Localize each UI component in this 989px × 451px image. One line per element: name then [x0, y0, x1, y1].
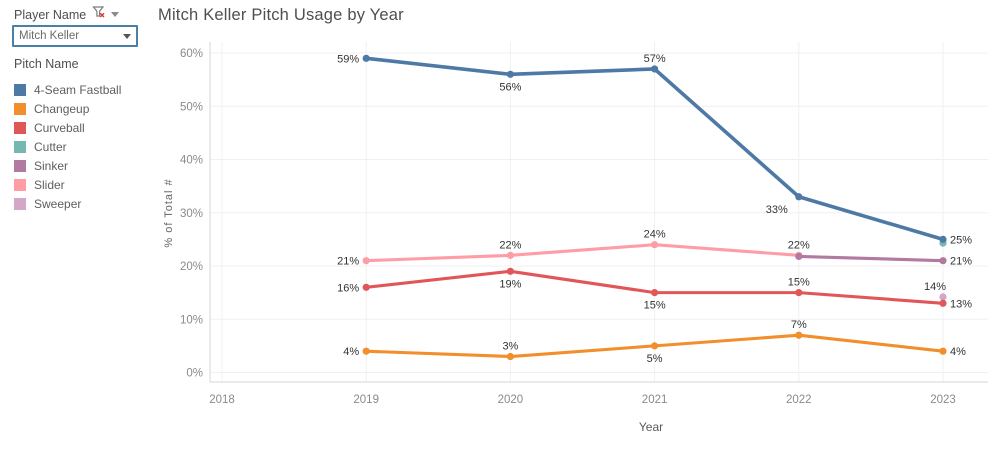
player-select-dropdown[interactable]: Mitch Keller — [12, 25, 138, 47]
y-tick-label: 10% — [180, 314, 203, 326]
legend-item-label: Sinker — [34, 159, 69, 173]
data-label: 5% — [647, 353, 663, 365]
data-label: 21% — [950, 256, 972, 268]
x-tick-label: 2019 — [353, 394, 379, 406]
data-label: 14% — [924, 281, 946, 293]
legend-swatch-icon — [14, 179, 26, 191]
data-label: 21% — [337, 256, 359, 268]
pitch-name-legend: Pitch Name 4-Seam Fastball Changeup Curv… — [14, 57, 150, 214]
legend-item-changeup[interactable]: Changeup — [14, 100, 150, 118]
y-tick-label: 20% — [180, 261, 203, 273]
data-point-curveball-2021[interactable] — [651, 289, 659, 297]
data-label: 24% — [644, 229, 666, 241]
player-name-filter: Player Name — [14, 5, 144, 24]
data-label: 22% — [788, 239, 810, 251]
filter-menu-caret-icon[interactable] — [111, 12, 120, 17]
x-tick-label: 2022 — [786, 394, 812, 406]
y-axis-title: % of Total # — [163, 178, 175, 247]
y-tick-label: 0% — [186, 368, 203, 380]
data-point-curveball-2020[interactable] — [506, 267, 514, 275]
data-label: 13% — [950, 298, 972, 310]
filter-exclude-icon[interactable] — [92, 5, 106, 24]
data-point-slider-2020[interactable] — [506, 251, 514, 259]
data-point-curveball-2022[interactable] — [795, 289, 803, 297]
side-panel: Player Name Mitch Keller Pitch Name 4-Se… — [0, 0, 150, 451]
data-point-sweeper-2023[interactable] — [939, 293, 947, 301]
series-line-sinker[interactable] — [797, 254, 945, 263]
data-label: 56% — [499, 81, 521, 93]
y-tick-label: 40% — [180, 155, 203, 167]
legend-swatch-icon — [14, 103, 26, 115]
legend-item-sinker[interactable]: Sinker — [14, 157, 150, 175]
filter-title: Player Name — [14, 7, 87, 22]
y-tick-label: 60% — [180, 48, 203, 60]
data-label: 4% — [343, 346, 359, 358]
x-tick-label: 2021 — [642, 394, 668, 406]
data-label: 7% — [791, 319, 807, 331]
data-point-curveball-2023[interactable] — [939, 299, 947, 307]
data-point-4-seam-fastball-2023[interactable] — [939, 235, 947, 243]
data-label: 15% — [788, 277, 810, 289]
player-select-value: Mitch Keller — [19, 30, 80, 42]
data-label: 16% — [337, 282, 359, 294]
data-label: 15% — [644, 300, 666, 312]
data-point-4-seam-fastball-2022[interactable] — [795, 193, 803, 201]
legend-item-sweeper[interactable]: Sweeper — [14, 195, 150, 213]
data-label: 4% — [950, 346, 966, 358]
data-point-sinker-2023[interactable] — [939, 257, 947, 265]
legend-item-label: Changeup — [34, 102, 90, 116]
data-point-curveball-2019[interactable] — [362, 283, 370, 291]
series-line-slider[interactable] — [364, 243, 801, 263]
data-point-4-seam-fastball-2019[interactable] — [362, 54, 370, 62]
y-tick-label: 50% — [180, 101, 203, 113]
legend-item-4-seam-fastball[interactable]: 4-Seam Fastball — [14, 81, 150, 99]
data-point-changeup-2022[interactable] — [795, 331, 803, 339]
data-point-slider-2021[interactable] — [651, 241, 659, 249]
data-point-changeup-2023[interactable] — [939, 347, 947, 355]
data-label: 59% — [337, 53, 359, 65]
x-tick-label: 2020 — [498, 394, 524, 406]
data-point-4-seam-fastball-2021[interactable] — [651, 65, 659, 73]
legend-swatch-icon — [14, 84, 26, 96]
dropdown-caret-icon — [123, 33, 131, 39]
data-point-sinker-2022[interactable] — [795, 252, 803, 261]
legend-item-curveball[interactable]: Curveball — [14, 119, 150, 137]
data-point-changeup-2020[interactable] — [506, 352, 514, 361]
data-point-slider-2019[interactable] — [362, 257, 370, 265]
legend-swatch-icon — [14, 198, 26, 210]
legend-swatch-icon — [14, 122, 26, 134]
x-axis-title: Year — [639, 420, 663, 434]
legend-item-label: Sweeper — [34, 197, 82, 211]
data-label: 33% — [766, 204, 788, 216]
data-label: 25% — [950, 234, 972, 246]
legend-item-label: Curveball — [34, 121, 85, 135]
legend-item-label: 4-Seam Fastball — [34, 83, 122, 97]
data-label: 22% — [499, 239, 521, 251]
legend-item-label: Cutter — [34, 140, 67, 154]
legend-item-slider[interactable]: Slider — [14, 176, 150, 194]
chart-title: Mitch Keller Pitch Usage by Year — [158, 6, 404, 24]
legend-title: Pitch Name — [14, 57, 79, 71]
x-tick-label: 2023 — [930, 394, 956, 406]
data-label: 57% — [644, 53, 666, 65]
legend-item-label: Slider — [34, 178, 65, 192]
legend-swatch-icon — [14, 160, 26, 172]
data-point-changeup-2019[interactable] — [362, 347, 370, 355]
x-tick-label: 2018 — [209, 394, 235, 406]
data-point-4-seam-fastball-2020[interactable] — [506, 70, 514, 78]
data-point-changeup-2021[interactable] — [651, 342, 659, 350]
legend-item-cutter[interactable]: Cutter — [14, 138, 150, 156]
data-label: 3% — [502, 341, 518, 353]
legend-swatch-icon — [14, 141, 26, 153]
data-label: 19% — [499, 278, 521, 290]
y-tick-label: 30% — [180, 208, 203, 220]
